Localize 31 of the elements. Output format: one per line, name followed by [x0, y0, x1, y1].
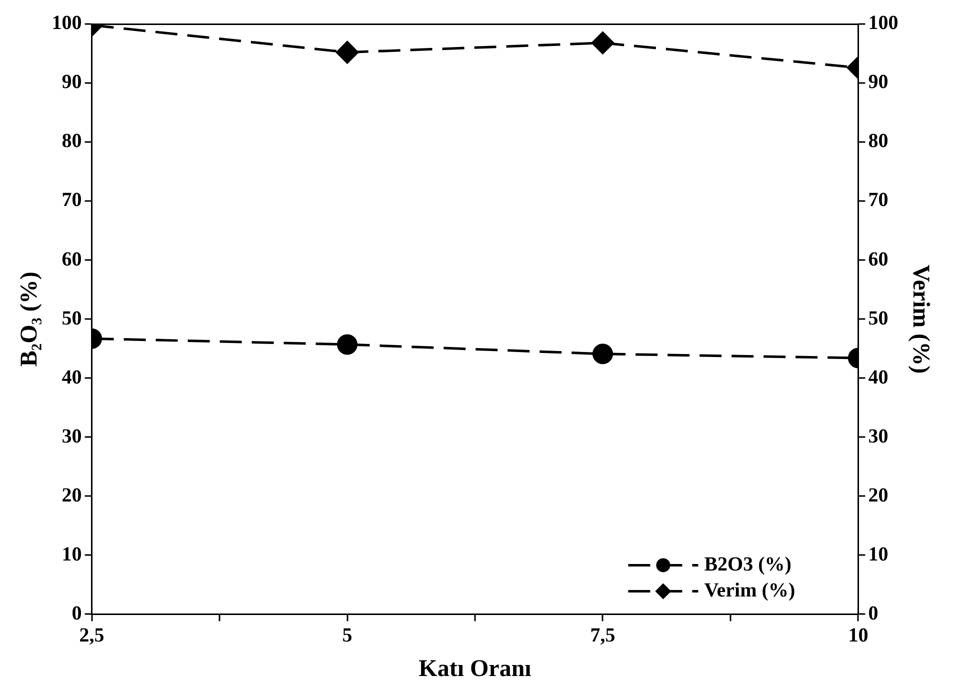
y2-tick-label: 90	[868, 71, 888, 94]
y-tick-label: 50	[62, 307, 82, 330]
y2-tick-label: 80	[868, 130, 888, 152]
y-tick-label: 100	[52, 12, 82, 34]
x-tick-label: 7,5	[590, 624, 616, 646]
y2-tick-label: 30	[868, 425, 888, 448]
y2-tick-label: 60	[868, 248, 888, 270]
y-tick-label: 90	[62, 71, 82, 94]
y-tick-label: 70	[62, 189, 82, 212]
y-tick-label: 20	[62, 484, 82, 506]
y2-tick-label: 50	[868, 307, 888, 330]
y2-tick-label: 40	[868, 366, 888, 388]
y-tick-label: 10	[62, 543, 82, 566]
y2-tick-label: 100	[868, 12, 898, 34]
y-tick-label: 30	[62, 425, 82, 448]
x-tick-label: 5	[342, 624, 352, 646]
x-tick-label: 2,5	[79, 624, 104, 646]
x-tick-label: 10	[848, 624, 868, 646]
y2-tick-label: 0	[868, 602, 878, 624]
y-tick-label: 60	[62, 248, 82, 270]
y-tick-label: 80	[62, 130, 82, 152]
y2-axis-title: Verim (%)	[907, 264, 934, 374]
x-axis-title: Katı Oranı	[418, 656, 532, 682]
y2-tick-label: 10	[868, 543, 888, 566]
legend-label: Verim (%)	[704, 579, 796, 602]
y-tick-label: 40	[62, 366, 82, 388]
legend-label: B2O3 (%)	[704, 553, 792, 576]
y-axis-title: B₂O₃ (%)	[16, 272, 43, 367]
y-tick-label: 0	[72, 602, 82, 624]
y2-tick-label: 20	[868, 484, 888, 506]
y2-tick-label: 70	[868, 189, 888, 212]
